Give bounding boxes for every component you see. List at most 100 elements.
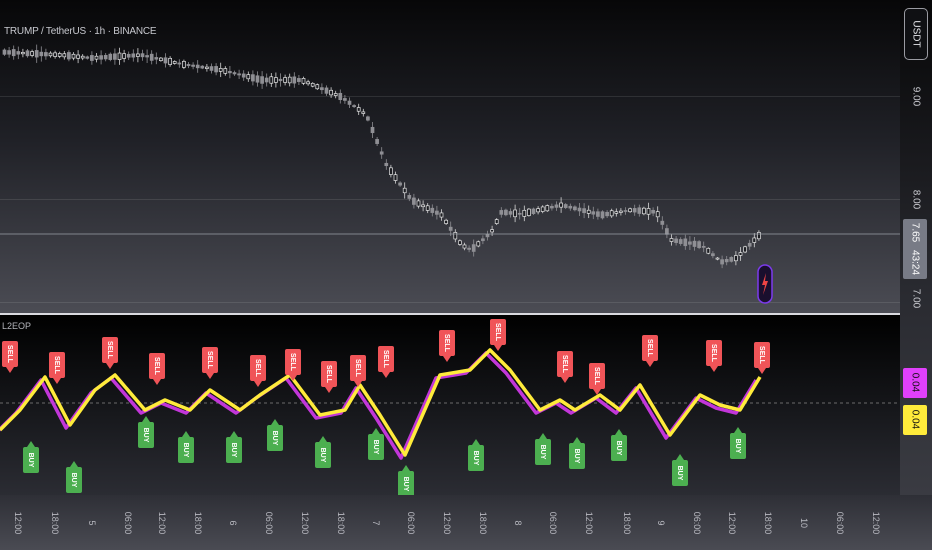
time-tick: 18:00 — [336, 511, 346, 535]
candle — [48, 51, 53, 58]
time-axis[interactable] — [0, 495, 932, 550]
candle — [209, 63, 214, 74]
sell-signal: SELL — [589, 363, 605, 395]
indicator-value-b: 0.04 — [909, 409, 921, 430]
candle — [458, 239, 462, 246]
time-tick: 06:00 — [835, 511, 845, 535]
candle — [7, 47, 11, 58]
candle — [145, 49, 149, 63]
candle — [306, 79, 310, 86]
time-tick: 18:00 — [50, 511, 60, 535]
candle — [232, 70, 237, 76]
candle — [393, 171, 398, 184]
candle — [632, 204, 637, 216]
candle — [729, 256, 734, 263]
candle — [660, 216, 665, 230]
time-tick: 5 — [87, 520, 97, 526]
candle — [62, 50, 67, 60]
last-price-tag: 7.65 43:24 — [903, 219, 927, 279]
candle — [191, 62, 195, 70]
price-pane[interactable] — [0, 0, 900, 313]
candle — [71, 52, 76, 61]
indicator-value-tag-a: 0.04 — [903, 368, 927, 398]
candle — [44, 48, 48, 60]
candle — [724, 255, 729, 266]
buy-signal: BUY — [398, 465, 414, 495]
candle — [34, 44, 39, 63]
candle — [563, 203, 568, 210]
buy-signal: BUY — [315, 436, 331, 468]
candle — [508, 208, 513, 218]
pane-divider[interactable] — [0, 313, 932, 315]
lightning-icon[interactable] — [757, 264, 773, 304]
time-tick: 8 — [513, 520, 523, 526]
time-tick: 6 — [228, 520, 238, 526]
candle — [711, 251, 715, 259]
candle — [301, 76, 306, 86]
sell-signal: SELL — [754, 342, 770, 374]
candle — [21, 48, 25, 58]
time-tick: 12:00 — [727, 511, 737, 535]
candle — [168, 56, 172, 67]
sell-signal: SELL — [49, 352, 65, 384]
candle — [241, 70, 246, 81]
sell-signal: SELL — [439, 330, 455, 362]
candle — [278, 73, 283, 87]
price-label-7: 7.00 — [910, 288, 922, 309]
candle — [752, 233, 757, 248]
candle — [421, 200, 425, 212]
sell-signal: SELL — [102, 337, 118, 369]
candle — [246, 71, 251, 82]
candle — [2, 48, 7, 56]
time-tick: 12:00 — [442, 511, 452, 535]
candle — [287, 73, 292, 87]
indicator-title[interactable]: L2EOP — [2, 321, 32, 331]
candle — [444, 218, 448, 225]
svg-text:SELL: SELL — [382, 350, 389, 369]
candle — [324, 85, 329, 96]
svg-text:BUY: BUY — [230, 443, 237, 458]
candle — [108, 52, 113, 62]
candle — [734, 251, 738, 266]
candle — [228, 65, 232, 79]
candle — [320, 83, 324, 95]
svg-text:SELL: SELL — [354, 359, 361, 378]
sell-signal: SELL — [202, 347, 218, 379]
time-tick: 10 — [799, 517, 809, 528]
candle — [53, 50, 57, 59]
buy-signal: BUY — [730, 427, 746, 459]
candle — [628, 207, 632, 213]
candle — [356, 103, 361, 116]
sell-signal: SELL — [250, 355, 266, 387]
svg-text:SELL: SELL — [6, 345, 13, 364]
sell-signal: SELL — [2, 341, 18, 373]
sell-signal: SELL — [557, 351, 573, 383]
candle — [315, 83, 320, 90]
candle — [591, 206, 596, 220]
candle — [504, 208, 508, 217]
candle — [366, 115, 370, 122]
candle — [136, 48, 140, 63]
candle — [531, 207, 536, 215]
candle — [651, 207, 655, 217]
candle — [186, 61, 191, 69]
candle — [39, 46, 44, 62]
candle — [747, 239, 752, 250]
svg-text:SELL: SELL — [289, 353, 296, 372]
buy-signal: BUY — [226, 431, 242, 463]
currency-button[interactable]: USDT — [904, 8, 928, 60]
candle — [697, 240, 701, 250]
svg-text:SELL: SELL — [646, 339, 653, 358]
candle — [218, 62, 223, 78]
candle — [370, 122, 375, 138]
candle — [177, 59, 182, 68]
candle — [292, 72, 297, 88]
symbol-title[interactable]: TRUMP / TetherUS · 1h · BINANCE — [4, 26, 157, 37]
candle — [200, 65, 205, 70]
buy-signal: BUY — [23, 441, 39, 473]
buy-signal: BUY — [672, 454, 688, 486]
candle — [637, 204, 642, 217]
time-tick: 06:00 — [548, 511, 558, 535]
svg-text:BUY: BUY — [372, 440, 379, 455]
candle — [94, 53, 99, 63]
